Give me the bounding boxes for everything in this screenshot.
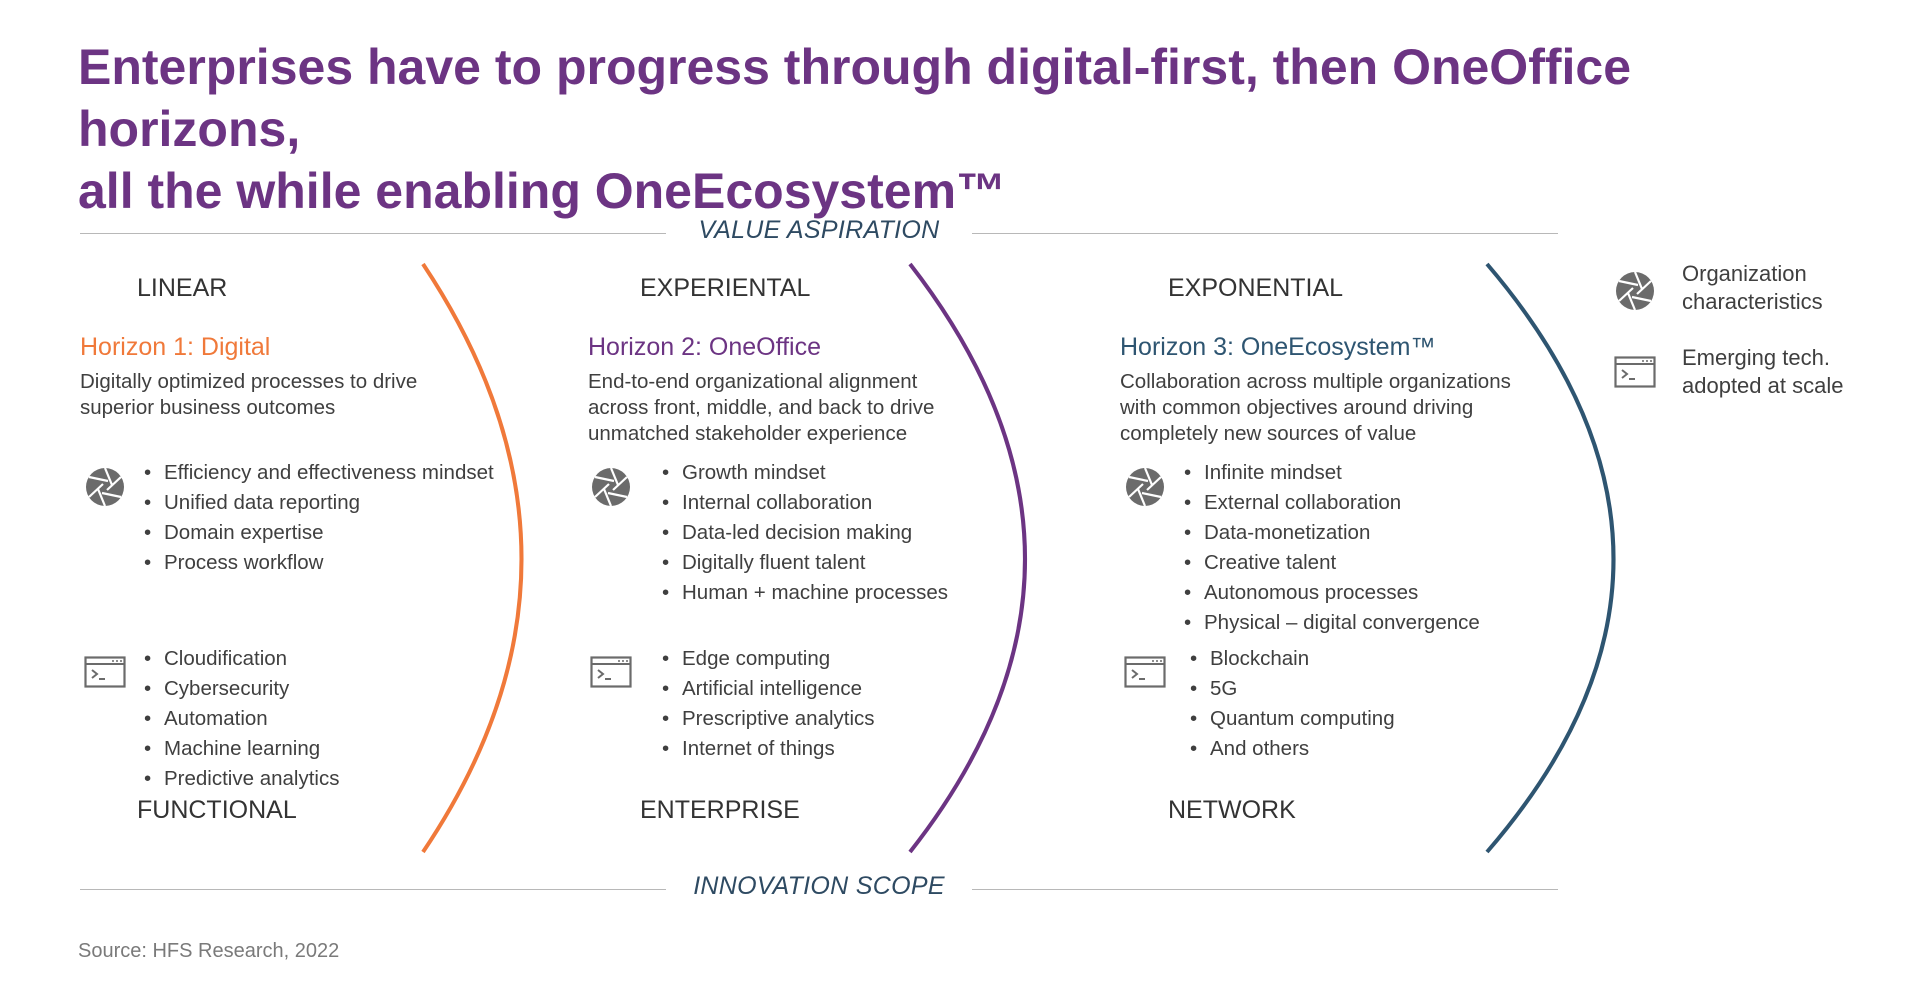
horizon-2-title: Horizon 2: OneOffice xyxy=(588,333,821,361)
list-item: Autonomous processes xyxy=(1182,578,1480,608)
list-item: Data-led decision making xyxy=(660,518,948,548)
horizon-2-tech-list: Edge computing Artificial intelligence P… xyxy=(660,644,875,764)
legend-line: adopted at scale xyxy=(1682,373,1844,398)
horizon-1-org-list: Efficiency and effectiveness mindset Uni… xyxy=(142,458,494,578)
bottom-rule-left xyxy=(80,889,666,890)
list-item: External collaboration xyxy=(1182,488,1480,518)
list-item: Artificial intelligence xyxy=(660,674,875,704)
terminal-icon xyxy=(84,656,126,688)
list-item: Efficiency and effectiveness mindset xyxy=(142,458,494,488)
list-item: Domain expertise xyxy=(142,518,494,548)
terminal-icon xyxy=(590,656,632,688)
legend-line: Emerging tech. xyxy=(1682,345,1830,370)
list-item: Physical – digital convergence xyxy=(1182,608,1480,638)
bottom-rule-right xyxy=(972,889,1558,890)
aperture-icon xyxy=(1124,466,1166,508)
page-title: Enterprises have to progress through dig… xyxy=(78,36,1838,222)
list-item: Machine learning xyxy=(142,734,339,764)
horizon-3-org-list: Infinite mindset External collaboration … xyxy=(1182,458,1480,638)
horizon-3-tech-list: Blockchain 5G Quantum computing And othe… xyxy=(1188,644,1395,764)
column-1-top-label: LINEAR xyxy=(137,274,228,302)
description-line: across front, middle, and back to drive xyxy=(588,396,935,419)
description-line: Digitally optimized processes to drive xyxy=(80,370,418,393)
top-rule-left xyxy=(80,233,666,234)
legend-line: characteristics xyxy=(1682,289,1823,314)
list-item: Blockchain xyxy=(1188,644,1395,674)
list-item: Internal collaboration xyxy=(660,488,948,518)
list-item: Edge computing xyxy=(660,644,875,674)
title-line-2: all the while enabling OneEcosystem™ xyxy=(78,163,1007,219)
column-1-bottom-label: FUNCTIONAL xyxy=(137,796,297,824)
column-3-top-label: EXPONENTIAL xyxy=(1168,274,1344,302)
legend-line: Organization xyxy=(1682,261,1807,286)
description-line: unmatched stakeholder experience xyxy=(588,422,908,445)
list-item: Data-monetization xyxy=(1182,518,1480,548)
terminal-icon xyxy=(1614,356,1656,388)
aperture-icon xyxy=(590,466,632,508)
list-item: Predictive analytics xyxy=(142,764,339,794)
horizon-3-arc xyxy=(1485,262,1616,854)
list-item: 5G xyxy=(1188,674,1395,704)
horizon-1-description: Digitally optimized processes to drive s… xyxy=(80,369,417,421)
description-line: superior business outcomes xyxy=(80,396,336,419)
innovation-scope-label: INNOVATION SCOPE xyxy=(693,872,945,900)
legend-tech-label: Emerging tech. adopted at scale xyxy=(1682,344,1843,400)
list-item: Creative talent xyxy=(1182,548,1480,578)
list-item: And others xyxy=(1188,734,1395,764)
horizon-2-description: End-to-end organizational alignment acro… xyxy=(588,369,934,447)
title-line-1: Enterprises have to progress through dig… xyxy=(78,39,1632,157)
list-item: Automation xyxy=(142,704,339,734)
source-note: Source: HFS Research, 2022 xyxy=(78,940,340,962)
horizon-2-org-list: Growth mindset Internal collaboration Da… xyxy=(660,458,948,608)
list-item: Unified data reporting xyxy=(142,488,494,518)
list-item: Process workflow xyxy=(142,548,494,578)
list-item: Cybersecurity xyxy=(142,674,339,704)
aperture-icon xyxy=(84,466,126,508)
list-item: Quantum computing xyxy=(1188,704,1395,734)
horizon-3-description: Collaboration across multiple organizati… xyxy=(1120,369,1511,447)
horizon-1-tech-list: Cloudification Cybersecurity Automation … xyxy=(142,644,339,794)
value-aspiration-label: VALUE ASPIRATION xyxy=(698,216,940,244)
terminal-icon xyxy=(1124,656,1166,688)
list-item: Human + machine processes xyxy=(660,578,948,608)
list-item: Prescriptive analytics xyxy=(660,704,875,734)
description-line: with common objectives around driving xyxy=(1120,396,1474,419)
description-line: Collaboration across multiple organizati… xyxy=(1120,370,1511,393)
legend: Organization characteristics Emerging te… xyxy=(1614,260,1904,410)
description-line: completely new sources of value xyxy=(1120,422,1417,445)
list-item: Cloudification xyxy=(142,644,339,674)
column-3-bottom-label: NETWORK xyxy=(1168,796,1296,824)
list-item: Growth mindset xyxy=(660,458,948,488)
legend-org-label: Organization characteristics xyxy=(1682,260,1823,316)
top-rule-right xyxy=(972,233,1558,234)
list-item: Digitally fluent talent xyxy=(660,548,948,578)
horizon-1-title: Horizon 1: Digital xyxy=(80,333,271,361)
horizon-3-title: Horizon 3: OneEcosystem™ xyxy=(1120,333,1436,361)
description-line: End-to-end organizational alignment xyxy=(588,370,918,393)
column-2-bottom-label: ENTERPRISE xyxy=(640,796,800,824)
aperture-icon xyxy=(1614,270,1656,312)
list-item: Internet of things xyxy=(660,734,875,764)
list-item: Infinite mindset xyxy=(1182,458,1480,488)
column-2-top-label: EXPERIENTAL xyxy=(640,274,811,302)
